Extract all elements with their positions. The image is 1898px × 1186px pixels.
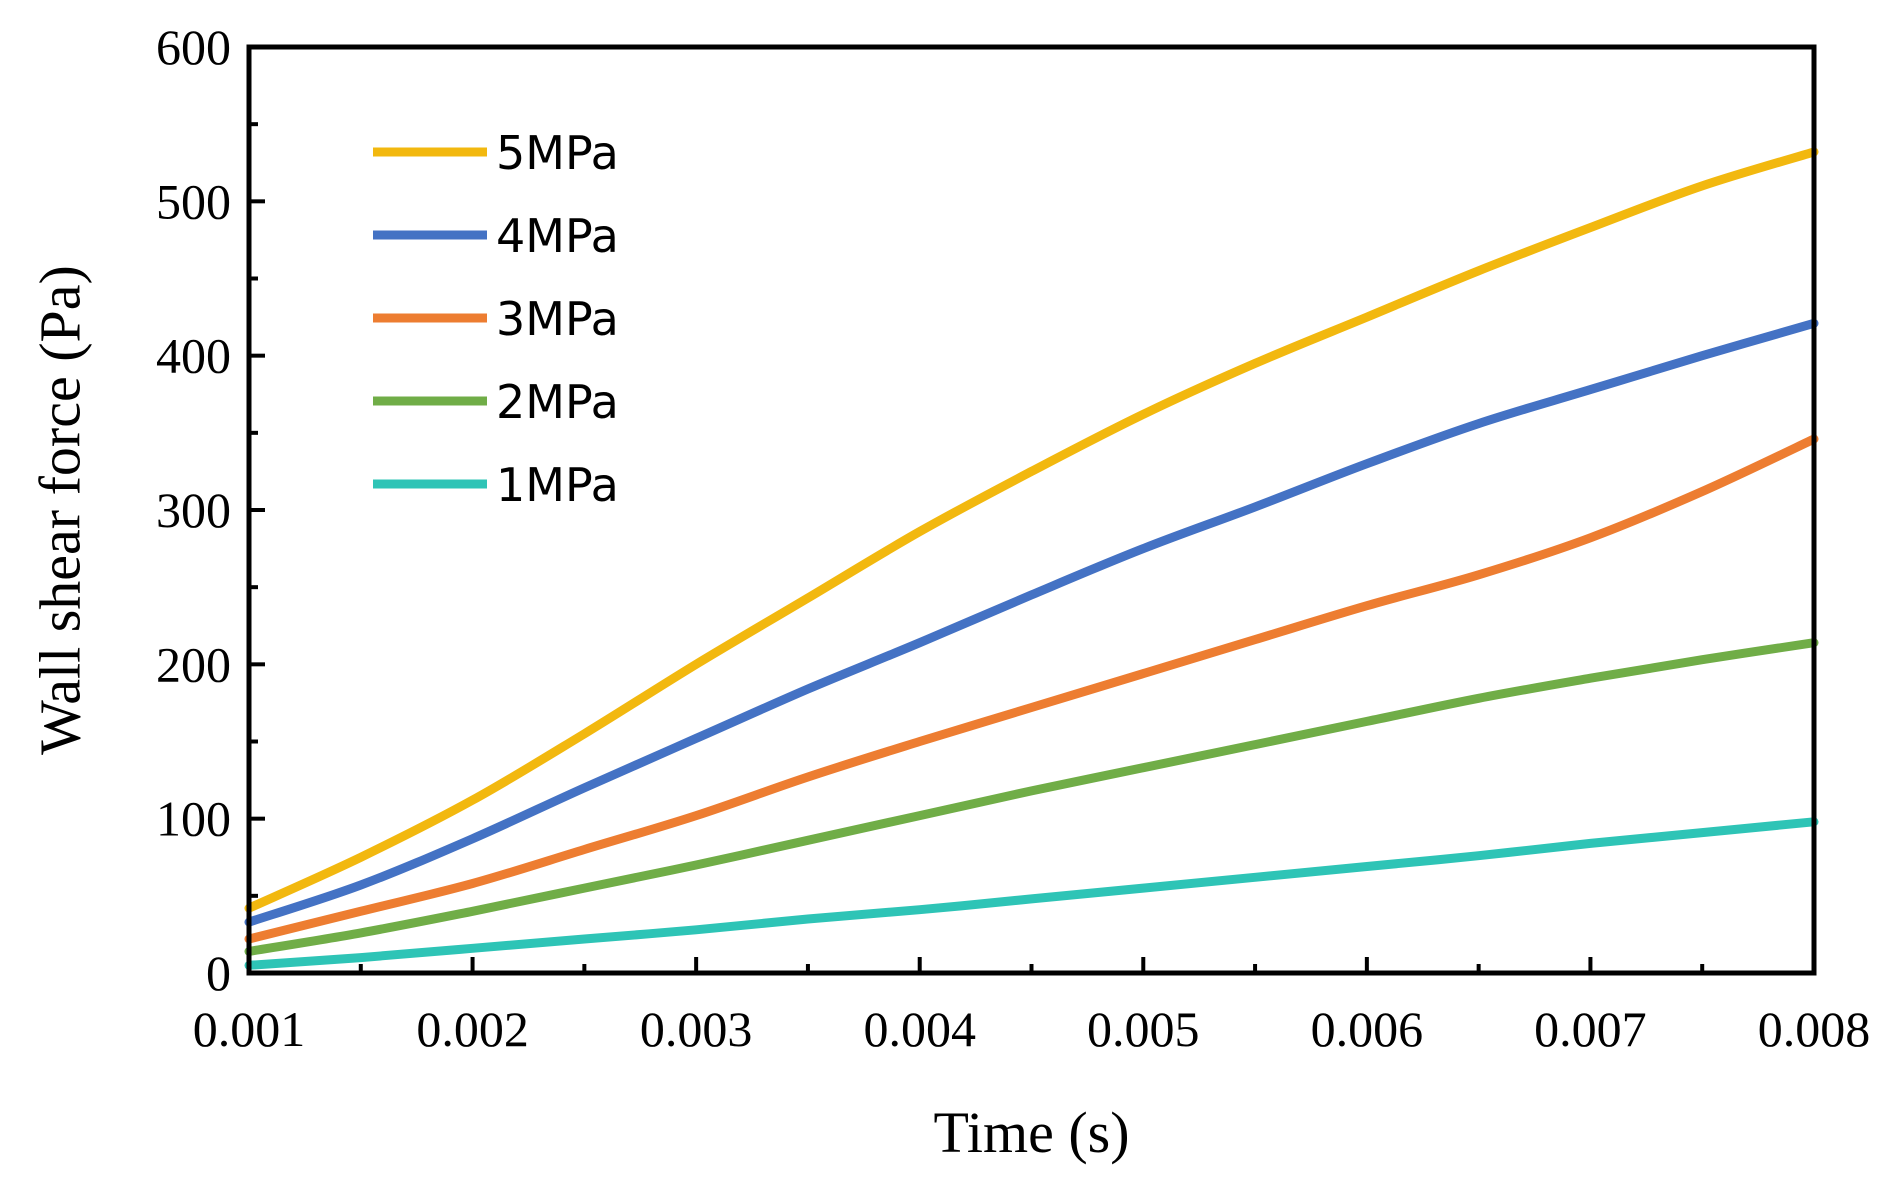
legend: 5MPa 4MPa 3MPa 2MPa 1MPa: [373, 126, 619, 512]
y-tick-label: 500: [156, 173, 231, 229]
series-line-4MPa: [244, 318, 1819, 927]
x-tick-label: 0.005: [1087, 1001, 1200, 1057]
y-tick-label: 300: [156, 482, 231, 538]
x-tick-label: 0.003: [640, 1001, 753, 1057]
axis-ticks: [247, 45, 1816, 975]
legend-label: 2MPa: [496, 375, 619, 429]
legend-label: 4MPa: [496, 209, 619, 263]
y-axis-title: Wall shear force (Pa): [27, 265, 92, 755]
legend-label: 1MPa: [496, 458, 619, 512]
y-tick-label: 0: [206, 945, 231, 1001]
y-tick-label: 100: [156, 791, 231, 847]
x-tick-label: 0.008: [1758, 1001, 1871, 1057]
series-line-2MPa: [244, 638, 1819, 956]
x-tick-label: 0.007: [1534, 1001, 1647, 1057]
legend-label: 5MPa: [496, 126, 619, 180]
series-line-5MPa: [244, 147, 1819, 913]
legend-label: 3MPa: [496, 292, 619, 346]
x-axis-title: Time (s): [933, 1100, 1129, 1165]
x-tick-label: 0.001: [193, 1001, 306, 1057]
x-tick-label: 0.006: [1311, 1001, 1424, 1057]
y-tick-label: 600: [156, 19, 231, 75]
x-tick-label: 0.004: [863, 1001, 976, 1057]
series-line-1MPa: [244, 817, 1819, 970]
series-line-3MPa: [244, 434, 1819, 944]
x-tick-label: 0.002: [416, 1001, 529, 1057]
series-layer: [244, 147, 1819, 970]
axis-tick-labels: 0.001 0.002 0.003 0.004 0.005 0.006 0.007 0.008…: [156, 19, 1870, 1057]
y-tick-label: 200: [156, 636, 231, 692]
y-tick-label: 400: [156, 328, 231, 384]
